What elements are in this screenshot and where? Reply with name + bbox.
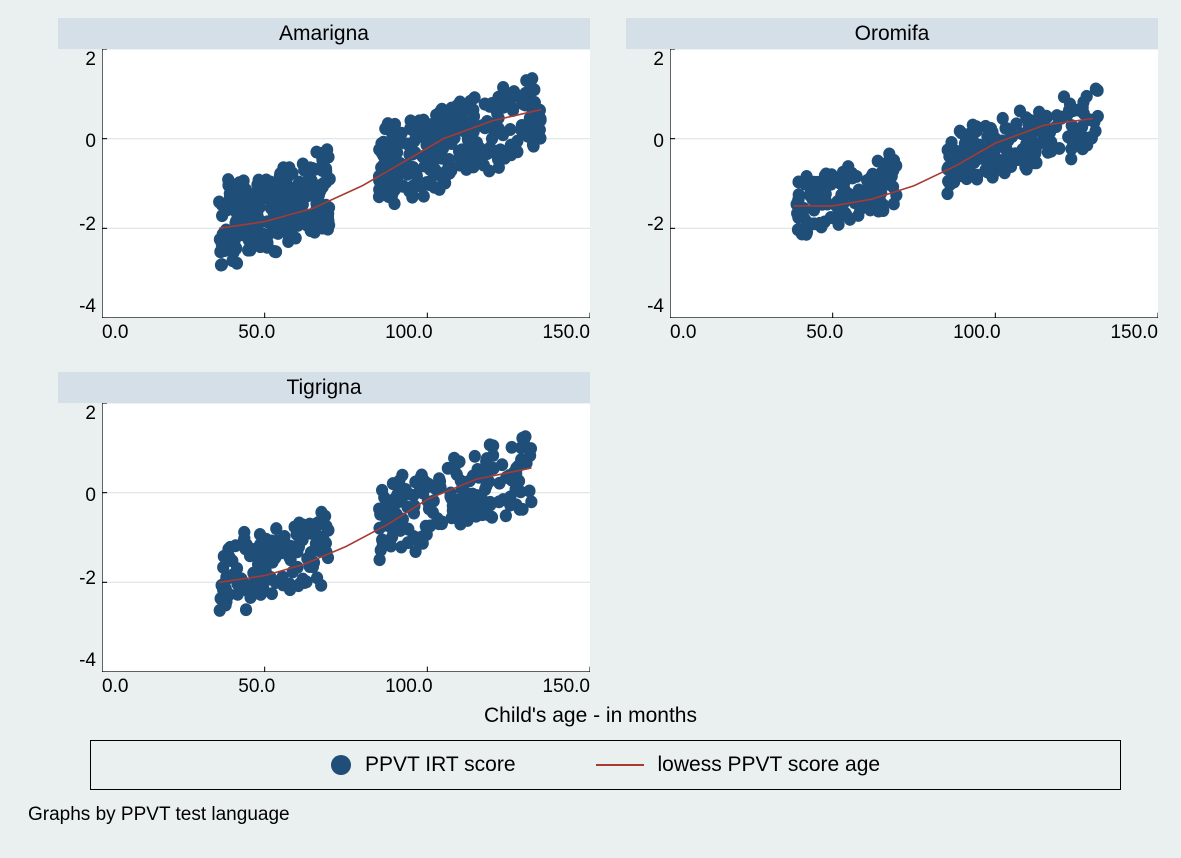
figure-footnote: Graphs by PPVT test language [28, 804, 290, 826]
x-tick-label: 100.0 [385, 322, 433, 344]
y-axis: 2 0 -2 -4 [626, 49, 670, 318]
y-tick-label: -4 [79, 296, 96, 318]
panel-oromifa: Oromifa2 0 -2 -4 0.0 50.0 100.0 150.0 [626, 18, 1158, 344]
plot-svg [102, 403, 590, 672]
plot-area [670, 49, 1158, 318]
scatter-marker-icon [331, 755, 351, 775]
x-axis: 0.0 50.0 100.0 150.0 [58, 318, 590, 344]
x-tick-label: 0.0 [102, 322, 128, 344]
panel-amarigna: Amarigna2 0 -2 -4 0.0 50.0 100.0 150.0 [58, 18, 590, 344]
y-tick-label: 2 [653, 49, 664, 71]
plot-area [102, 49, 590, 318]
x-tick-label: 50.0 [238, 322, 275, 344]
x-tick-label: 100.0 [953, 322, 1001, 344]
y-tick-label: -2 [647, 214, 664, 236]
x-tick-label: 150.0 [1110, 322, 1158, 344]
y-tick-label: 2 [85, 403, 96, 425]
x-axis: 0.0 50.0 100.0 150.0 [58, 672, 590, 698]
panel-title: Oromifa [626, 18, 1158, 49]
plot-wrap: 2 0 -2 -4 [58, 49, 590, 318]
lowess-line-icon [596, 764, 644, 766]
panel-grid: Amarigna20-2-40.050.0100.0150.0Oromifa20… [58, 18, 1158, 698]
y-tick-label: 0 [85, 485, 96, 507]
y-tick-label: -2 [79, 568, 96, 590]
plot-svg [670, 49, 1158, 318]
x-tick-label: 50.0 [806, 322, 843, 344]
panel-title: Tigrigna [58, 372, 590, 403]
legend-scatter-label: PPVT IRT score [365, 753, 516, 777]
y-tick-label: -2 [79, 214, 96, 236]
x-tick-label: 100.0 [385, 676, 433, 698]
panel-tigrigna: Tigrigna2 0 -2 -4 0.0 50.0 100.0 150.0 [58, 372, 590, 698]
x-tick-label: 0.0 [670, 322, 696, 344]
x-tick-label: 50.0 [238, 676, 275, 698]
y-tick-label: -4 [647, 296, 664, 318]
legend-item-lowess: lowess PPVT score age [596, 753, 881, 777]
legend-item-scatter: PPVT IRT score [331, 753, 516, 777]
plot-wrap: 2 0 -2 -4 [626, 49, 1158, 318]
x-tick-label: 150.0 [542, 322, 590, 344]
y-axis: 2 0 -2 -4 [58, 49, 102, 318]
y-tick-label: 2 [85, 49, 96, 71]
x-tick-label: 0.0 [102, 676, 128, 698]
y-tick-label: 0 [85, 131, 96, 153]
plot-wrap: 2 0 -2 -4 [58, 403, 590, 672]
x-tick-label: 150.0 [542, 676, 590, 698]
x-axis-label: Child's age - in months [0, 704, 1181, 728]
y-axis: 2 0 -2 -4 [58, 403, 102, 672]
legend-lowess-label: lowess PPVT score age [658, 753, 881, 777]
x-axis: 0.0 50.0 100.0 150.0 [626, 318, 1158, 344]
y-tick-label: 0 [653, 131, 664, 153]
panel-title: Amarigna [58, 18, 590, 49]
plot-area [102, 403, 590, 672]
legend: PPVT IRT score lowess PPVT score age [90, 740, 1121, 790]
panel-empty [626, 372, 1158, 698]
plot-svg [102, 49, 590, 318]
y-tick-label: -4 [79, 650, 96, 672]
figure-root: Amarigna20-2-40.050.0100.0150.0Oromifa20… [0, 0, 1181, 858]
